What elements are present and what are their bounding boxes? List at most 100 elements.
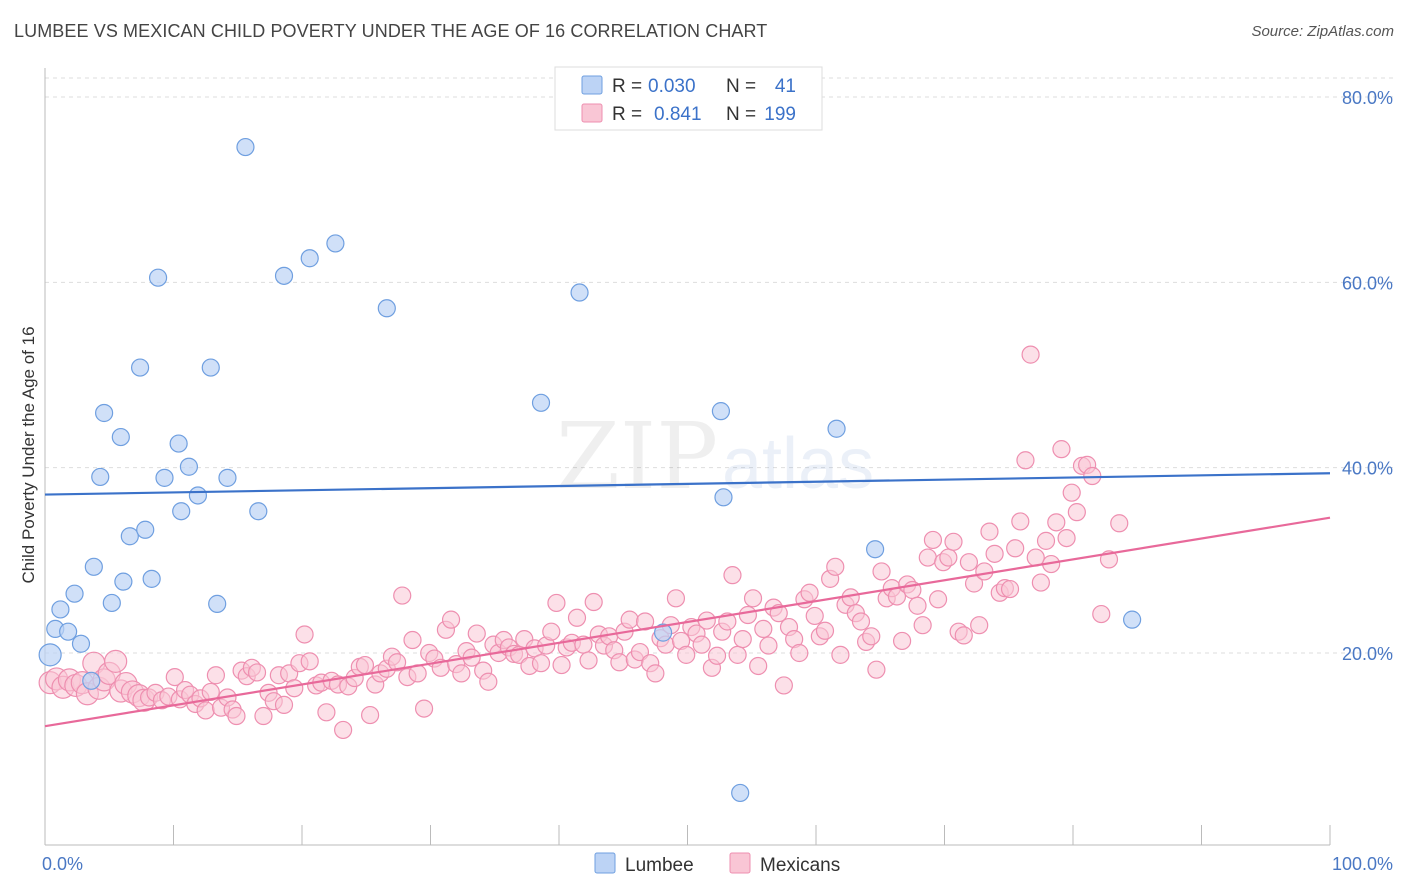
lumbee-point-12: [114, 572, 133, 591]
legend-mexicans-swatch: [581, 103, 603, 123]
mexicans-point-181: [1000, 579, 1020, 599]
trend-lines: [44, 472, 1331, 728]
mexicans-point-121: [692, 635, 711, 654]
mexicans-point-118: [677, 645, 696, 664]
lumbee-point-38: [827, 419, 846, 438]
mexicans-point-131: [743, 589, 763, 608]
watermark-atlas: atlas: [722, 424, 874, 504]
legend-lumbee-swatch: [581, 75, 603, 95]
x-tick-label-min: 0.0%: [42, 854, 83, 874]
mexicans-point-116: [666, 589, 686, 608]
mexicans-point-190: [1047, 513, 1066, 532]
mexicans-point-27: [196, 701, 215, 720]
mexicans-point-90: [531, 654, 551, 673]
lumbee-point-36: [714, 488, 733, 507]
y-axis-title: Child Poverty Under the Age of 16: [19, 326, 38, 583]
mexicans-point-109: [630, 642, 650, 662]
lumbee-point-18: [155, 468, 174, 487]
legend-mexicans-r-value: 0.841: [654, 104, 702, 125]
source-label: Source: ZipAtlas.com: [1251, 23, 1394, 40]
mexicans-point-129: [733, 629, 752, 649]
mexicans-point-160: [892, 631, 912, 651]
mexicans-point-185: [1021, 345, 1040, 364]
mexicans-point-200: [1110, 514, 1129, 533]
mexicans-point-178: [985, 544, 1004, 563]
y-tick-label-0: 20.0%: [1342, 644, 1393, 664]
mexicans-point-44: [285, 679, 304, 698]
legend-bottom-lumbee-label: Lumbee: [625, 855, 694, 876]
chart-title: LUMBEE VS MEXICAN CHILD POVERTY UNDER TH…: [14, 21, 768, 41]
mexicans-point-192: [1057, 528, 1076, 548]
y-tick-labels: 20.0% 40.0% 60.0% 80.0%: [1342, 88, 1393, 664]
watermark-zip: ZIP: [556, 403, 718, 510]
mexicans-point-75: [452, 664, 471, 683]
legend-mexicans-r-label: R =: [612, 104, 642, 125]
mexicans-point-191: [1052, 440, 1071, 459]
lumbee-point-17: [148, 268, 168, 287]
mexicans-point-94: [552, 655, 571, 675]
lumbee-point-29: [300, 249, 319, 268]
mexicans-point-63: [387, 653, 407, 672]
mexicans-point-193: [1062, 483, 1081, 502]
lumbee-point-4: [65, 584, 84, 603]
legend-lumbee-n-label: N =: [726, 76, 756, 97]
mexicans-point-93: [547, 593, 566, 613]
mexicans-point-173: [959, 553, 979, 572]
mexicans-point-172: [954, 626, 973, 645]
mexicans-point-58: [361, 705, 380, 725]
lumbee-point-22: [188, 486, 208, 505]
mexicans-point-167: [928, 590, 948, 609]
mexicans-point-124: [707, 646, 727, 665]
legend-bottom-mexicans-label: Mexicans: [760, 855, 840, 876]
lumbee-point-39: [866, 540, 885, 559]
lumbee-point-30: [326, 234, 345, 253]
lumbee-point-37: [731, 783, 750, 803]
mexicans-point-78: [467, 624, 486, 643]
mexicans-point-37: [247, 663, 267, 682]
mexicans-point-127: [723, 566, 742, 585]
legend-lumbee-r-label: R =: [612, 76, 642, 97]
legend-bottom: Lumbee Mexicans: [594, 852, 840, 876]
lumbee-point-24: [208, 594, 227, 613]
mexicans-point-64: [393, 586, 412, 605]
mexicans-point-132: [749, 656, 768, 676]
mexicans-point-110: [635, 612, 655, 631]
y-tick-label-1: 40.0%: [1342, 459, 1393, 479]
legend-lumbee-r-value: 0.030: [648, 76, 696, 97]
mexicans-point-11: [104, 649, 128, 673]
mexicans-point-133: [754, 619, 773, 639]
lumbee-point-35: [711, 402, 731, 421]
mexicans-point-165: [918, 548, 937, 567]
y-tick-label-2: 60.0%: [1342, 273, 1393, 293]
lumbee-point-21: [179, 457, 199, 476]
mexicans-point-38: [254, 706, 273, 726]
lumbee-point-31: [377, 299, 396, 318]
lumbee-point-7: [84, 557, 103, 576]
mexicans-point-134: [759, 636, 778, 655]
mexicans-point-105: [610, 653, 629, 672]
mexicans-point-99: [579, 651, 598, 670]
lumbee-point-14: [130, 358, 150, 377]
mexicans-point-42: [274, 695, 294, 714]
lumbee-point-40: [1123, 610, 1142, 629]
legend-bottom-mexicans-swatch: [729, 852, 751, 874]
lumbee-point-16: [142, 569, 161, 588]
mexicans-point-100: [584, 592, 603, 612]
mexicans-point-92: [542, 622, 561, 641]
x-tick-labels: 0.0% 100.0%: [42, 854, 1393, 874]
lumbee-point-20: [172, 502, 191, 521]
mexicans-point-53: [334, 720, 353, 740]
lumbee-point-27: [249, 502, 268, 521]
lumbee-trend-line: [44, 472, 1331, 496]
lumbee-point-26: [236, 137, 255, 157]
mexicans-point-182: [1006, 539, 1025, 558]
mexicans-trend-line: [44, 516, 1331, 728]
lumbee-point-32: [531, 393, 551, 412]
mexicans-point-112: [646, 664, 665, 683]
mexicans-point-33: [227, 706, 246, 726]
mexicans-point-183: [1011, 512, 1030, 531]
mexicans-point-57: [355, 655, 375, 675]
mexicans-point-188: [1036, 531, 1056, 550]
mexicans-point-170: [944, 532, 963, 551]
